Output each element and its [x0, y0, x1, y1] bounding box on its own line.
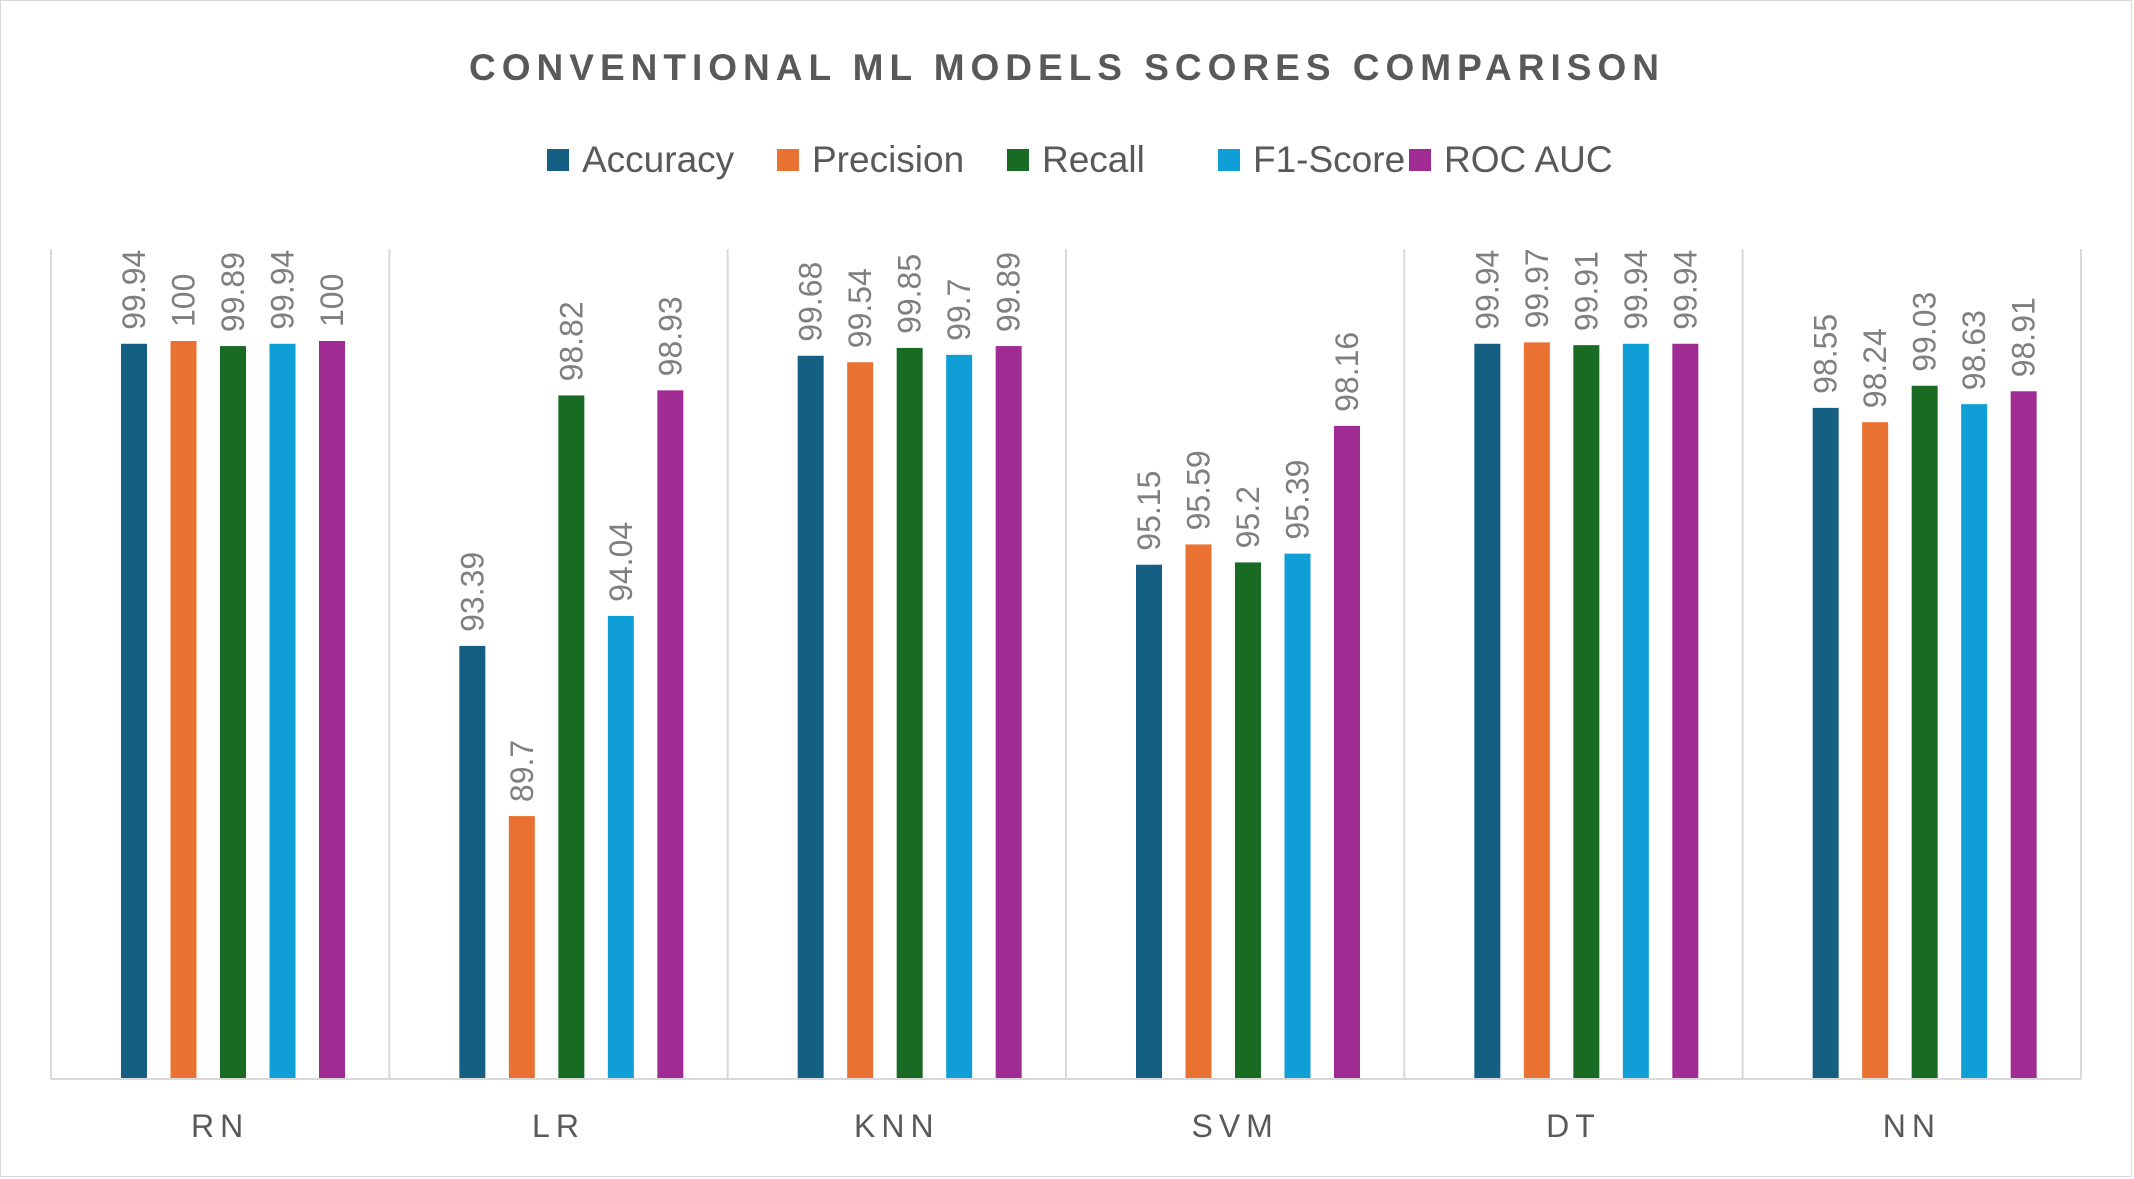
legend-label: F1-Score [1253, 139, 1405, 180]
data-label: 99.89 [215, 252, 251, 332]
bar [657, 390, 684, 1079]
category-label: DT [1546, 1108, 1601, 1144]
bar [1911, 385, 1938, 1080]
legend-swatch [547, 149, 569, 171]
data-label: 98.55 [1808, 314, 1844, 394]
data-label: 93.39 [454, 552, 490, 632]
bar [607, 615, 634, 1079]
data-label: 100 [314, 274, 350, 327]
category-separators [50, 249, 2082, 1079]
legend-item: ROC AUC [1409, 139, 1613, 180]
bar [1961, 404, 1988, 1079]
legend-swatch [1218, 149, 1240, 171]
legend-item: Precision [777, 139, 964, 180]
legend-swatch [1007, 149, 1029, 171]
data-label: 98.63 [1956, 310, 1992, 390]
bar [220, 346, 246, 1080]
data-label: 99.54 [842, 268, 878, 348]
data-label: 100 [166, 274, 202, 327]
data-label: 99.85 [892, 254, 928, 334]
bar [1812, 407, 1839, 1080]
data-label: 99.03 [1907, 292, 1943, 372]
data-label: 99.91 [1568, 251, 1604, 331]
legend-item: Recall [1007, 139, 1145, 180]
data-label: 89.7 [504, 740, 540, 802]
bar [1672, 343, 1699, 1080]
bar [1136, 564, 1162, 1079]
legend-item: Accuracy [547, 139, 735, 180]
legend-swatch [1409, 149, 1431, 171]
data-label: 99.68 [793, 262, 829, 342]
data-label: 99.94 [116, 250, 152, 330]
data-label: 94.04 [603, 522, 639, 602]
legend-item: F1-Score [1218, 139, 1405, 180]
category-label: SVM [1191, 1108, 1278, 1144]
bar [121, 343, 147, 1080]
category-label: RN [191, 1108, 249, 1144]
legend-label: Accuracy [582, 139, 735, 180]
data-label: 99.94 [1667, 250, 1703, 330]
category-labels: RN LR KNN SVM DT NN [191, 1108, 1941, 1144]
bar [1235, 562, 1261, 1079]
bar [1862, 422, 1889, 1079]
data-label: 95.39 [1280, 460, 1316, 540]
bar [170, 341, 197, 1079]
category-label: NN [1883, 1108, 1941, 1144]
bar [995, 346, 1022, 1080]
bar [1622, 343, 1649, 1080]
legend-label: Precision [812, 139, 964, 180]
bar [2010, 391, 2037, 1079]
bar [797, 355, 824, 1079]
legend-label: ROC AUC [1444, 139, 1613, 180]
legend-swatch [777, 149, 799, 171]
bar [1474, 343, 1501, 1080]
bar [847, 362, 874, 1079]
data-label: 95.15 [1131, 471, 1167, 551]
legend-label: Recall [1042, 139, 1145, 180]
data-label: 95.2 [1230, 486, 1266, 548]
data-label: 99.97 [1519, 248, 1555, 328]
bar [558, 395, 585, 1079]
data-labels: 99.94 100 99.89 99.94 100 93.39 89.7 98.82 94.04… [116, 248, 2042, 802]
bar [896, 347, 923, 1079]
data-label: 98.16 [1329, 332, 1365, 412]
data-label: 98.24 [1857, 328, 1893, 408]
bar [269, 343, 296, 1080]
bar [946, 354, 973, 1079]
data-label: 99.94 [1618, 250, 1654, 330]
data-label: 98.82 [553, 301, 589, 381]
bar [1334, 425, 1360, 1079]
bar [1284, 553, 1311, 1079]
bars [121, 341, 2037, 1080]
category-label: LR [532, 1108, 585, 1144]
data-label: 99.7 [941, 279, 977, 341]
data-label: 99.89 [991, 252, 1027, 332]
bar [459, 645, 486, 1079]
bar [1523, 342, 1550, 1079]
data-label: 99.94 [265, 250, 301, 330]
data-label: 99.94 [1469, 250, 1505, 330]
data-label: 98.93 [652, 296, 688, 376]
category-label: KNN [854, 1108, 940, 1144]
data-label: 98.91 [2006, 297, 2042, 377]
bar [1185, 544, 1212, 1079]
bar [1573, 345, 1600, 1079]
chart-title: CONVENTIONAL ML MODELS SCORES COMPARISON [469, 47, 1665, 88]
bar [508, 816, 535, 1079]
data-label: 95.59 [1181, 450, 1217, 530]
bar [319, 341, 345, 1079]
legend: Accuracy Precision Recall F1-Score ROC AUC [547, 139, 1613, 180]
